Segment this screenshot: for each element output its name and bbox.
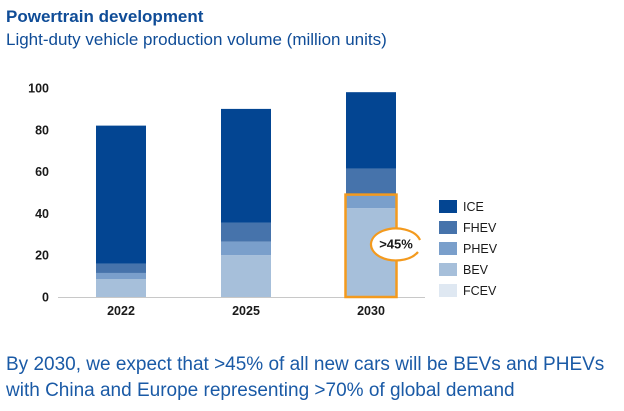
bar-stack-2025 <box>221 108 271 297</box>
callout-bubble <box>371 228 421 260</box>
legend-item-bev: BEV <box>439 263 489 277</box>
chart-subtitle: Light-duty vehicle production volume (mi… <box>6 30 387 49</box>
footer-line-2: with China and Europe representing >70% … <box>6 380 515 401</box>
bar-bev-2022 <box>96 279 146 297</box>
bar-fhev-2025 <box>221 222 271 242</box>
legend-item-phev: PHEV <box>439 242 498 256</box>
bar-ice-2025 <box>221 108 271 223</box>
legend-swatch <box>439 263 457 276</box>
bar-ice-2030 <box>346 92 396 169</box>
legend-item-fhev: FHEV <box>439 221 497 235</box>
y-tick-label: 40 <box>35 207 49 221</box>
x-axis: 2022 2025 2030 <box>107 304 385 318</box>
legend-label: FCEV <box>463 284 497 298</box>
bar-phev-2030 <box>346 194 396 209</box>
y-tick-label: 100 <box>28 82 49 96</box>
callout-label: >45% <box>379 237 413 252</box>
y-tick-label: 60 <box>35 165 49 179</box>
legend-label: FHEV <box>463 221 497 235</box>
legend-item-ice: ICE <box>439 200 484 214</box>
bars <box>96 92 396 297</box>
bar-phev-2025 <box>221 241 271 256</box>
legend-swatch <box>439 200 457 213</box>
stacked-bar-chart: 0 20 40 60 80 100 2022 2025 2030 >45% ICE FHEV PH… <box>28 82 498 319</box>
legend-label: ICE <box>463 200 484 214</box>
legend-label: BEV <box>463 263 489 277</box>
bar-stack-2022 <box>96 125 146 297</box>
x-tick-label: 2022 <box>107 304 135 318</box>
legend-label: PHEV <box>463 242 498 256</box>
legend: ICE FHEV PHEV BEV FCEV <box>439 200 498 298</box>
callout-arc <box>369 227 422 262</box>
footer-line-1: By 2030, we expect that >45% of all new … <box>6 354 605 375</box>
annotation: >45% <box>344 193 422 299</box>
footer-text: By 2030, we expect that >45% of all new … <box>6 352 604 404</box>
x-tick-label: 2025 <box>232 304 260 318</box>
legend-swatch <box>439 284 457 297</box>
legend-item-fcev: FCEV <box>439 284 497 298</box>
chart-title: Powertrain development <box>6 7 204 26</box>
bar-fhev-2022 <box>96 263 146 273</box>
legend-swatch <box>439 242 457 255</box>
bar-bev-2025 <box>221 255 271 297</box>
bar-phev-2022 <box>96 272 146 280</box>
legend-swatch <box>439 221 457 234</box>
y-tick-label: 20 <box>35 249 49 263</box>
y-axis: 0 20 40 60 80 100 <box>28 82 49 305</box>
x-tick-label: 2030 <box>357 304 385 318</box>
y-tick-label: 80 <box>35 123 49 137</box>
bar-fhev-2030 <box>346 168 396 195</box>
bar-ice-2022 <box>96 125 146 264</box>
y-tick-label: 0 <box>42 291 49 305</box>
